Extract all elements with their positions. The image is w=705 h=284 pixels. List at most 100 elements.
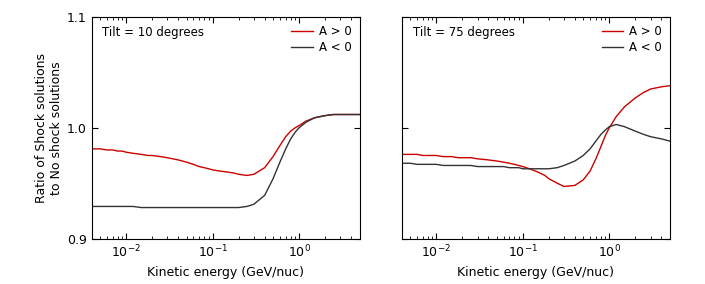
Text: Tilt = 75 degrees: Tilt = 75 degrees — [412, 26, 515, 39]
A > 0 — [493, 159, 501, 163]
A < 0 — [204, 206, 213, 209]
A < 0 — [144, 206, 152, 209]
Line: A < 0: A < 0 — [402, 124, 670, 169]
A > 0 — [519, 165, 527, 168]
A < 0 — [234, 206, 243, 209]
A > 0 — [454, 156, 462, 159]
A > 0 — [109, 148, 117, 152]
A < 0 — [447, 164, 455, 167]
A > 0 — [215, 169, 223, 173]
A > 0 — [87, 147, 96, 151]
A > 0 — [129, 152, 137, 155]
A > 0 — [281, 135, 290, 138]
A < 0 — [87, 205, 96, 208]
A > 0 — [586, 169, 594, 173]
A > 0 — [163, 156, 171, 159]
A < 0 — [493, 165, 501, 168]
A < 0 — [544, 167, 553, 170]
A > 0 — [544, 177, 553, 180]
A > 0 — [122, 151, 130, 154]
A > 0 — [183, 160, 191, 164]
A > 0 — [484, 158, 493, 162]
A > 0 — [596, 145, 605, 148]
Legend: A > 0, A < 0: A > 0, A < 0 — [289, 23, 354, 56]
A < 0 — [215, 206, 223, 209]
A > 0 — [223, 170, 232, 174]
A > 0 — [605, 126, 613, 130]
A > 0 — [144, 154, 152, 157]
A < 0 — [515, 166, 523, 169]
A < 0 — [157, 206, 165, 209]
A > 0 — [269, 155, 277, 158]
A > 0 — [174, 158, 183, 162]
A < 0 — [174, 206, 183, 209]
A > 0 — [406, 153, 415, 156]
A > 0 — [505, 162, 514, 165]
A < 0 — [310, 116, 319, 120]
A < 0 — [424, 163, 432, 166]
A < 0 — [189, 206, 197, 209]
A > 0 — [515, 164, 523, 167]
A < 0 — [269, 177, 277, 180]
A < 0 — [639, 133, 648, 136]
A > 0 — [646, 87, 655, 91]
A > 0 — [473, 157, 482, 160]
A < 0 — [439, 164, 448, 167]
A > 0 — [413, 153, 422, 156]
A > 0 — [467, 156, 475, 159]
A > 0 — [499, 160, 508, 164]
A > 0 — [276, 144, 284, 147]
A > 0 — [260, 166, 269, 169]
A > 0 — [157, 155, 165, 158]
A > 0 — [525, 167, 534, 170]
A < 0 — [620, 125, 629, 128]
Text: Tilt = 10 degrees: Tilt = 10 degrees — [102, 26, 204, 39]
A < 0 — [666, 139, 674, 143]
A < 0 — [122, 205, 130, 208]
A < 0 — [276, 160, 284, 164]
A < 0 — [148, 206, 157, 209]
A < 0 — [541, 167, 549, 170]
A < 0 — [570, 159, 579, 163]
A < 0 — [291, 131, 300, 134]
A > 0 — [250, 173, 258, 176]
A > 0 — [189, 163, 197, 166]
A < 0 — [223, 206, 232, 209]
Line: A < 0: A < 0 — [92, 114, 360, 208]
A < 0 — [428, 163, 436, 166]
A < 0 — [413, 163, 422, 166]
A > 0 — [439, 155, 448, 158]
A < 0 — [596, 133, 605, 136]
A < 0 — [646, 135, 655, 138]
A < 0 — [458, 164, 467, 167]
A > 0 — [204, 167, 213, 170]
A < 0 — [432, 163, 441, 166]
A > 0 — [243, 174, 251, 177]
A < 0 — [467, 164, 475, 167]
A > 0 — [553, 181, 561, 185]
A < 0 — [560, 164, 568, 167]
A > 0 — [291, 126, 300, 130]
A > 0 — [118, 149, 126, 153]
A < 0 — [321, 114, 329, 117]
A < 0 — [329, 113, 338, 116]
A > 0 — [639, 91, 648, 94]
A < 0 — [295, 126, 303, 130]
A < 0 — [137, 206, 145, 209]
A > 0 — [424, 154, 432, 157]
A < 0 — [510, 166, 519, 169]
A < 0 — [398, 162, 406, 165]
A > 0 — [398, 153, 406, 156]
A < 0 — [505, 166, 514, 169]
A < 0 — [473, 165, 482, 168]
A < 0 — [579, 154, 587, 157]
A > 0 — [612, 115, 620, 118]
A < 0 — [114, 205, 122, 208]
A < 0 — [209, 206, 217, 209]
A > 0 — [541, 174, 549, 177]
A < 0 — [281, 147, 290, 151]
A > 0 — [234, 173, 243, 176]
A > 0 — [295, 124, 303, 127]
A < 0 — [631, 130, 639, 133]
A > 0 — [657, 85, 666, 89]
